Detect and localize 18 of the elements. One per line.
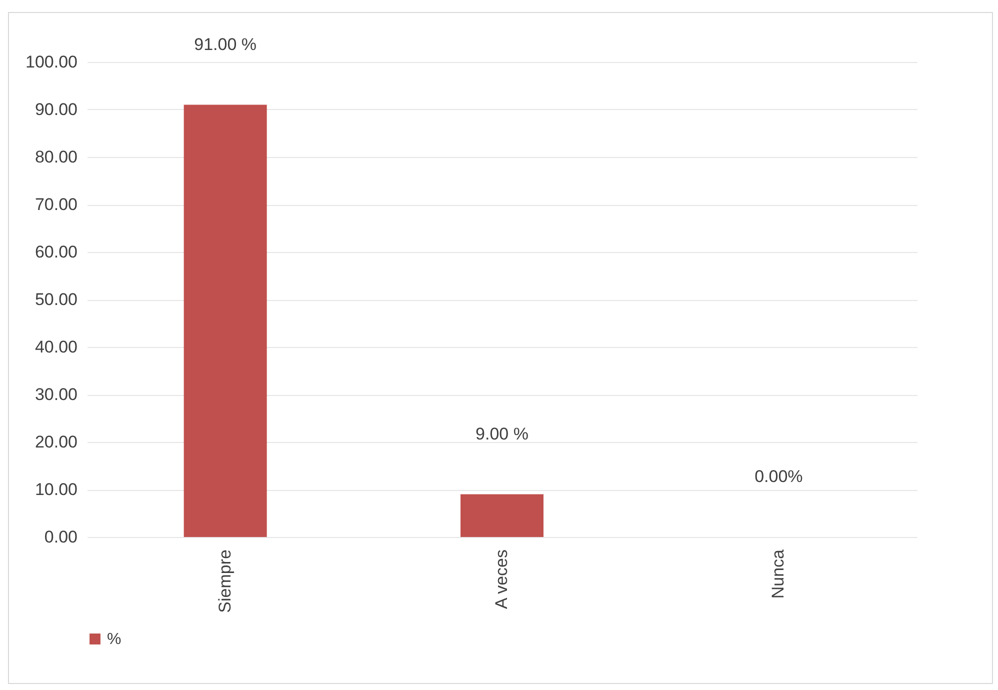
- y-tick-label: 10.00: [34, 480, 78, 499]
- data-label: 0.00%: [754, 467, 803, 486]
- data-label: 9.00 %: [476, 424, 528, 444]
- x-tick-label: Nunca: [768, 548, 788, 599]
- data-label: 91.00 %: [194, 34, 257, 54]
- y-tick-label: 70.00: [34, 195, 78, 214]
- x-tick-label: Siempre: [215, 550, 234, 613]
- x-tick-label: A veces: [492, 550, 511, 610]
- legend-label: %: [107, 631, 122, 648]
- y-tick-label: 90.00: [34, 100, 78, 119]
- y-tick-label: 100.00: [26, 52, 78, 72]
- y-tick-label: 60.00: [34, 242, 78, 262]
- y-tick-label: 30.00: [34, 385, 78, 404]
- y-tick-label: 50.00: [34, 290, 78, 309]
- y-tick-label: 80.00: [34, 148, 78, 166]
- y-tick-label: 20.00: [34, 432, 78, 452]
- y-tick-label: 0.00: [44, 528, 78, 546]
- y-tick-label: 40.00: [34, 338, 78, 356]
